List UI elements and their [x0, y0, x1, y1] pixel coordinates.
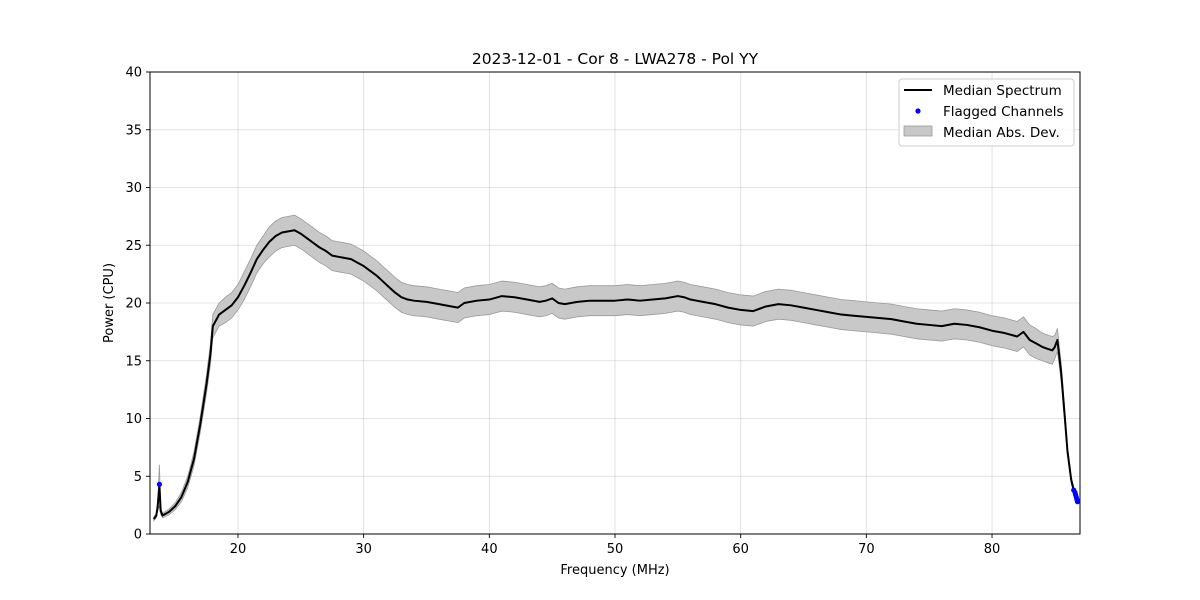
y-tick-label: 20 [125, 297, 142, 312]
flagged-channel-point [1074, 499, 1081, 505]
y-tick-label: 25 [125, 239, 142, 254]
y-tick-label: 35 [125, 123, 142, 138]
x-tick-label: 60 [732, 542, 749, 557]
flagged-channel-point [156, 481, 163, 487]
y-tick-label: 10 [125, 412, 142, 427]
x-tick-label: 80 [984, 542, 1001, 557]
y-tick-label: 40 [125, 66, 142, 81]
legend-label-mad: Median Abs. Dev. [943, 125, 1060, 141]
legend-label-median: Median Spectrum [943, 83, 1062, 99]
legend-box [898, 78, 1075, 147]
y-tick-label: 30 [125, 181, 142, 196]
x-tick-label: 30 [355, 542, 372, 557]
legend: Median Spectrum Flagged Channels Median … [898, 78, 1075, 147]
median-spectrum-line [152, 229, 1080, 520]
x-tick-label: 50 [607, 542, 624, 557]
legend-band-swatch [903, 125, 933, 137]
y-tick-label: 0 [134, 528, 142, 543]
mad-band [153, 214, 1079, 522]
y-tick-label: 5 [134, 470, 142, 485]
x-tick-label: 40 [481, 542, 498, 557]
median-line-layer [152, 229, 1080, 520]
y-axis-label: Power (CPU) [102, 263, 117, 343]
x-axis-ticks: 20 30 40 50 60 70 80 [230, 534, 1001, 557]
x-tick-label: 70 [858, 542, 875, 557]
x-tick-label: 20 [230, 542, 247, 557]
flagged-points-layer [156, 481, 1081, 505]
mad-band-layer [153, 214, 1079, 522]
chart-title: 2023-12-01 - Cor 8 - LWA278 - Pol YY [472, 50, 759, 68]
x-axis-label: Frequency (MHz) [560, 563, 669, 578]
legend-point-swatch [915, 108, 921, 114]
legend-label-flagged: Flagged Channels [943, 104, 1064, 120]
y-tick-label: 15 [125, 354, 142, 369]
y-axis-ticks: 0 5 10 15 20 25 30 35 40 [125, 66, 150, 543]
